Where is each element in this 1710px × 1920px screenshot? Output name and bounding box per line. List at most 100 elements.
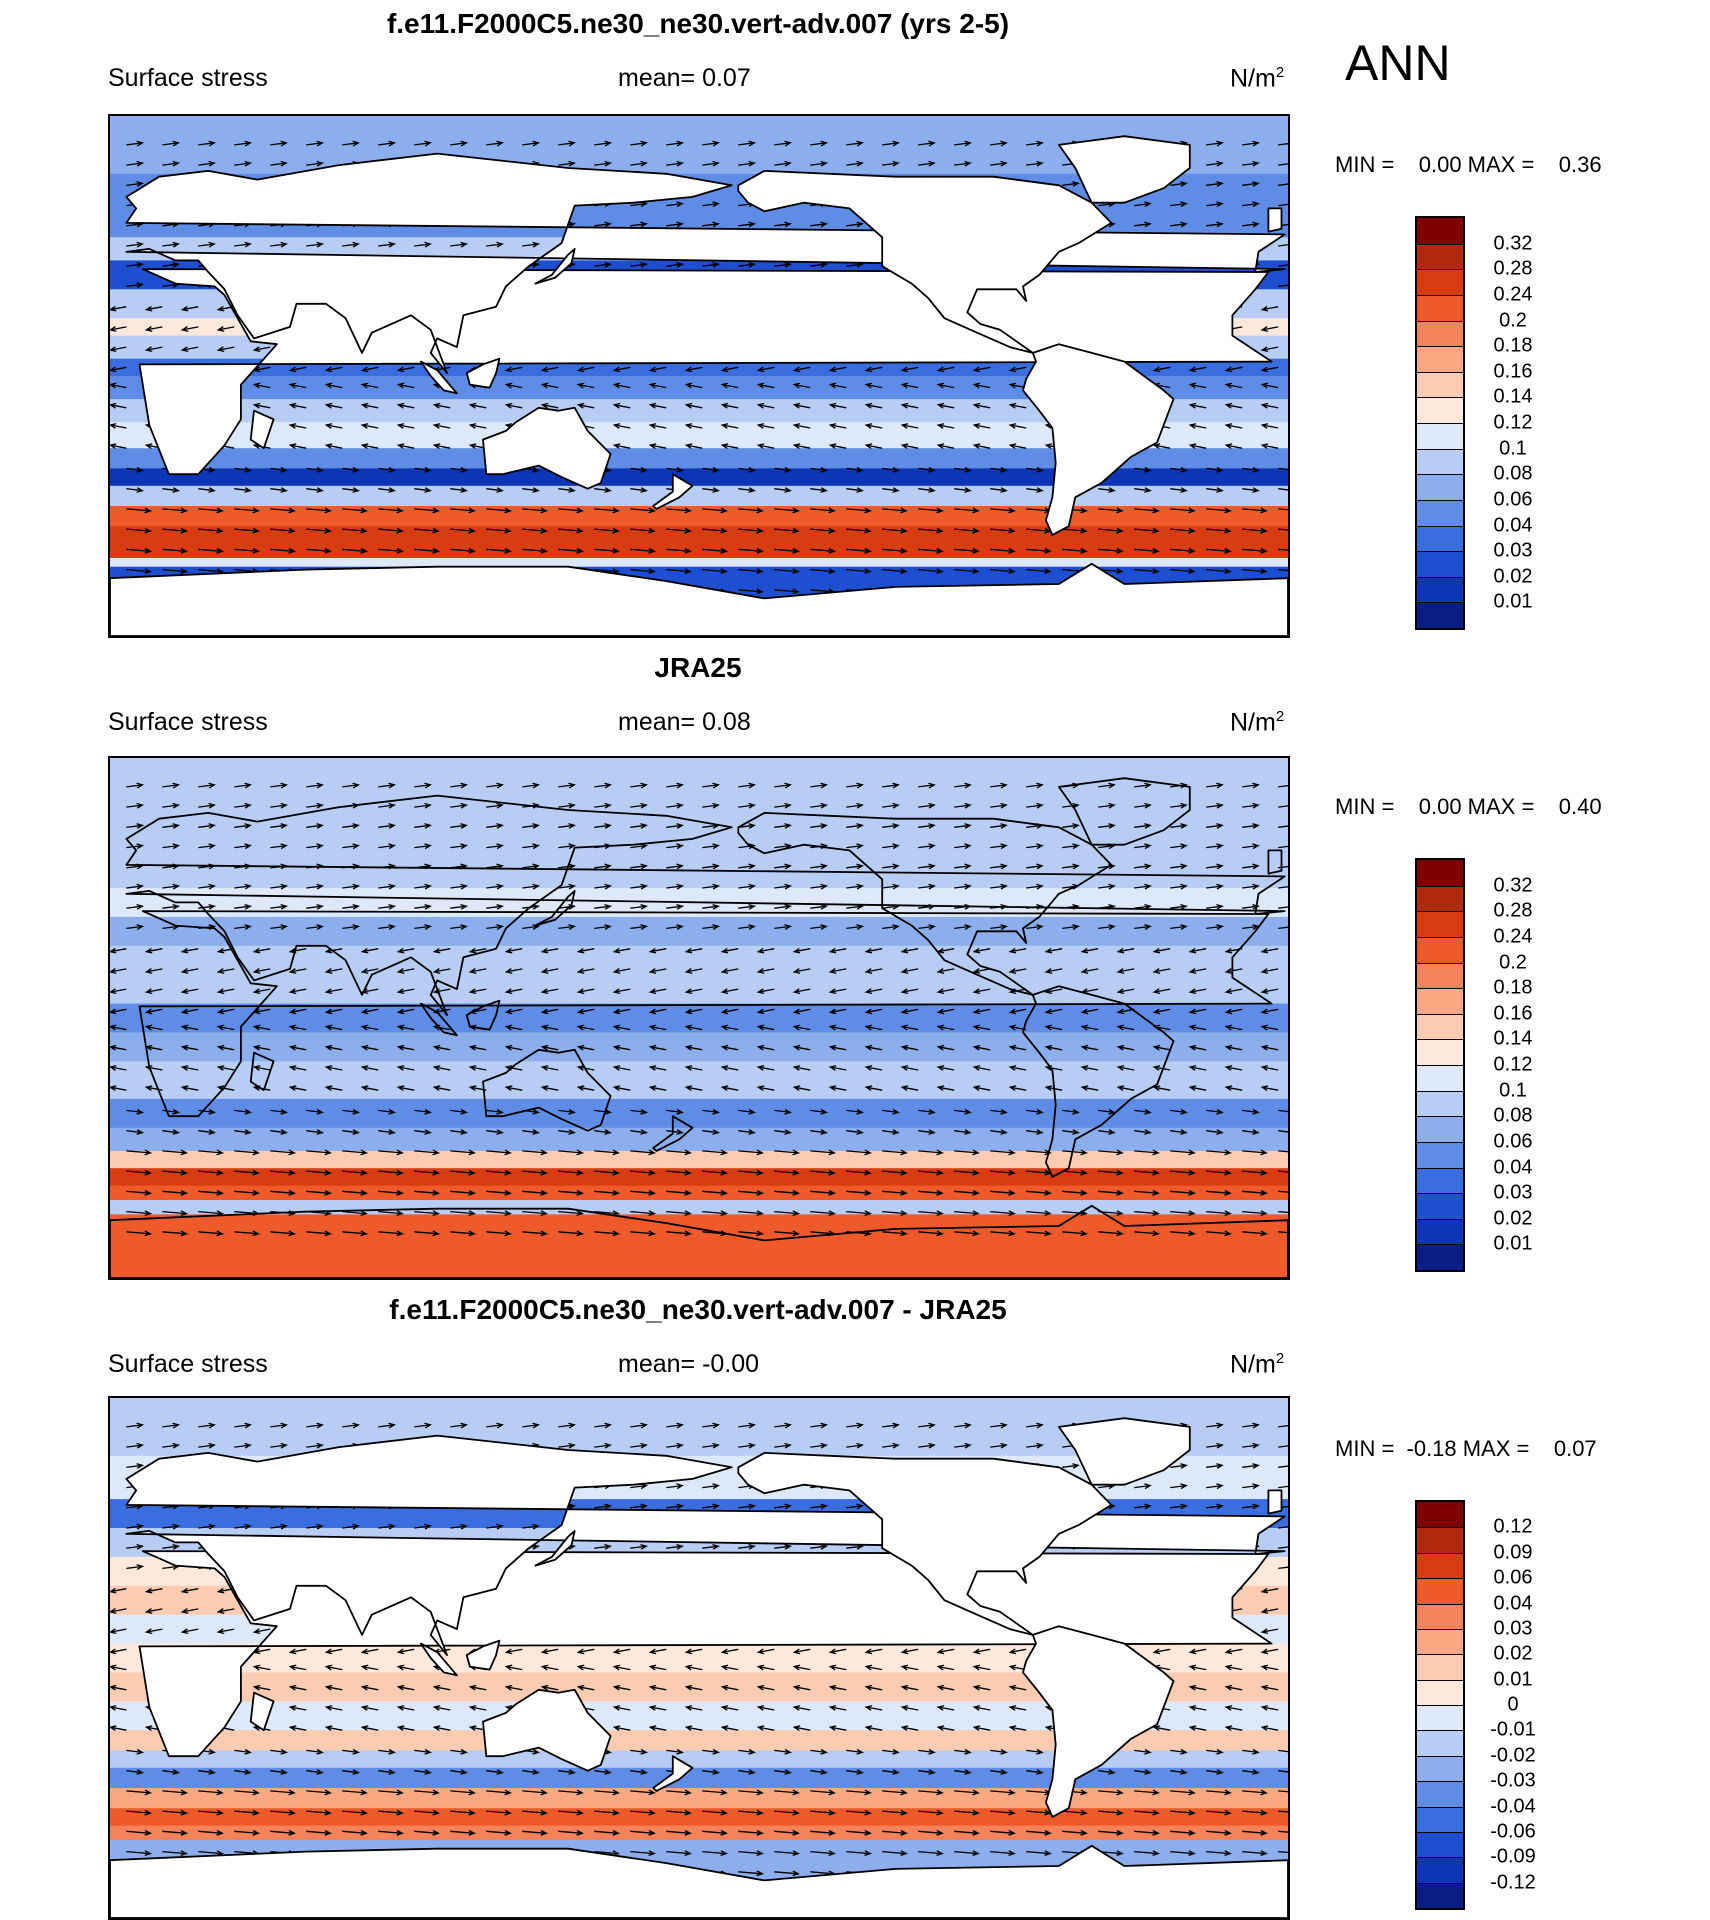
stress-vector-arrow (1134, 1149, 1160, 1156)
stress-vector-arrow (306, 547, 332, 554)
stress-vector-arrow (1026, 1149, 1052, 1156)
stress-vector-arrow (522, 140, 540, 147)
stress-vector-arrow (846, 547, 872, 554)
stress-vector-arrow (1134, 1809, 1160, 1816)
stress-vector-arrow (1170, 843, 1188, 850)
colorbar-tick-label: 0.28 (1493, 257, 1533, 280)
stress-vector-arrow (1242, 1210, 1268, 1217)
stress-vector-arrow (648, 1648, 667, 1655)
stress-vector-arrow (342, 883, 360, 890)
stress-vector-arrow (1242, 883, 1260, 890)
stress-vector-arrow (594, 1230, 620, 1237)
stress-vector-arrow (702, 1829, 728, 1836)
stress-vector-arrow (864, 1065, 883, 1071)
stress-vector-arrow (630, 1809, 656, 1816)
stress-vector-arrow (234, 241, 252, 248)
stress-vector-arrow (630, 261, 648, 268)
stress-vector-arrow (396, 1664, 415, 1671)
stress-vector-arrow (774, 1809, 800, 1816)
stress-vector-arrow (954, 802, 972, 809)
stress-vector-arrow (774, 568, 800, 575)
stress-vector-arrow (1134, 1769, 1152, 1775)
stress-vector-arrow (378, 1108, 396, 1115)
stress-vector-arrow (180, 326, 199, 332)
stress-vector-arrow (918, 924, 936, 930)
field-band (110, 1061, 1288, 1100)
field-band (110, 1032, 1288, 1062)
stress-vector-arrow (324, 988, 343, 995)
stress-vector-arrow (954, 1789, 980, 1796)
stress-vector-arrow (936, 1044, 955, 1051)
stress-vector-arrow (882, 547, 908, 554)
stress-vector-arrow (882, 1769, 900, 1775)
stress-vector-arrow (1170, 1108, 1188, 1115)
stress-vector-arrow (198, 903, 216, 910)
stress-vector-arrow (306, 823, 324, 829)
colorbar-segment (1417, 1039, 1463, 1065)
stress-vector-arrow (414, 1108, 432, 1115)
colorbar-tick-label: 0.14 (1493, 1027, 1533, 1050)
stress-vector-arrow (342, 241, 360, 248)
stress-vector-arrow (828, 968, 847, 974)
stress-vector-arrow (270, 802, 288, 809)
stress-vector-arrow (162, 883, 181, 890)
stress-vector-arrow (594, 160, 612, 167)
stress-vector-arrow (810, 1189, 836, 1196)
stress-vector-arrow (1098, 547, 1124, 554)
stress-vector-arrow (504, 1044, 523, 1051)
stress-vector-arrow (720, 1085, 739, 1092)
stress-vector-arrow (360, 382, 379, 389)
stress-vector-arrow (576, 1008, 595, 1015)
stress-vector-arrow (216, 968, 235, 974)
stress-vector-arrow (162, 241, 181, 248)
stress-vector-arrow (882, 1189, 908, 1196)
stress-vector-arrow (360, 1705, 379, 1711)
stress-vector-arrow (918, 1189, 944, 1196)
stress-vector-arrow (126, 1829, 153, 1836)
stress-vector-arrow (918, 1422, 936, 1429)
stress-vector-arrow (486, 140, 504, 147)
stress-vector-arrow (342, 1169, 368, 1176)
stress-vector-arrow (306, 782, 324, 789)
stress-vector-arrow (918, 1789, 944, 1796)
colorbar-segment (1417, 397, 1463, 423)
colorbar-tick-label: 0.28 (1493, 899, 1533, 922)
stress-vector-arrow (1188, 947, 1207, 954)
stress-vector-arrow (1206, 1129, 1224, 1135)
stress-vector-arrow (1278, 805, 1288, 808)
borneo-land (465, 1639, 501, 1671)
stress-vector-arrow (774, 547, 800, 554)
stress-vector-arrow (1062, 1463, 1080, 1469)
stress-vector-arrow (936, 1725, 955, 1732)
stress-vector-arrow (630, 1210, 656, 1217)
stress-vector-arrow (1026, 1422, 1044, 1429)
panel-2-variable-label: Surface stress (108, 708, 268, 736)
panel-3-map (108, 1396, 1290, 1920)
stress-vector-arrow (702, 802, 720, 809)
stress-vector-arrow (864, 1684, 883, 1691)
stress-vector-arrow (630, 1769, 648, 1775)
colorbar-segment (1417, 243, 1463, 270)
stress-vector-arrow (1170, 507, 1196, 514)
stress-vector-arrow (666, 1169, 692, 1176)
stress-vector-arrow (1134, 1189, 1160, 1196)
stress-vector-arrow (1278, 906, 1288, 909)
stress-vector-arrow (1062, 1149, 1088, 1156)
stress-vector-arrow (234, 924, 252, 930)
stress-vector-arrow (990, 802, 1008, 809)
stress-vector-arrow (846, 507, 872, 514)
colorbar-tick-label: 0.18 (1493, 334, 1533, 357)
stress-vector-arrow (288, 443, 307, 450)
stress-vector-arrow (576, 1648, 595, 1655)
stress-vector-arrow (1098, 782, 1116, 789)
stress-vector-arrow (648, 366, 667, 373)
stress-vector-arrow (666, 1189, 692, 1196)
stress-vector-arrow (882, 568, 908, 575)
stress-vector-arrow (450, 1523, 468, 1530)
stress-vector-arrow (468, 968, 487, 974)
stress-vector-arrow (954, 1748, 972, 1755)
stress-vector-arrow (486, 1769, 504, 1775)
stress-vector-arrow (972, 947, 991, 954)
stress-vector-arrow (882, 527, 908, 534)
japan-land (534, 248, 576, 285)
